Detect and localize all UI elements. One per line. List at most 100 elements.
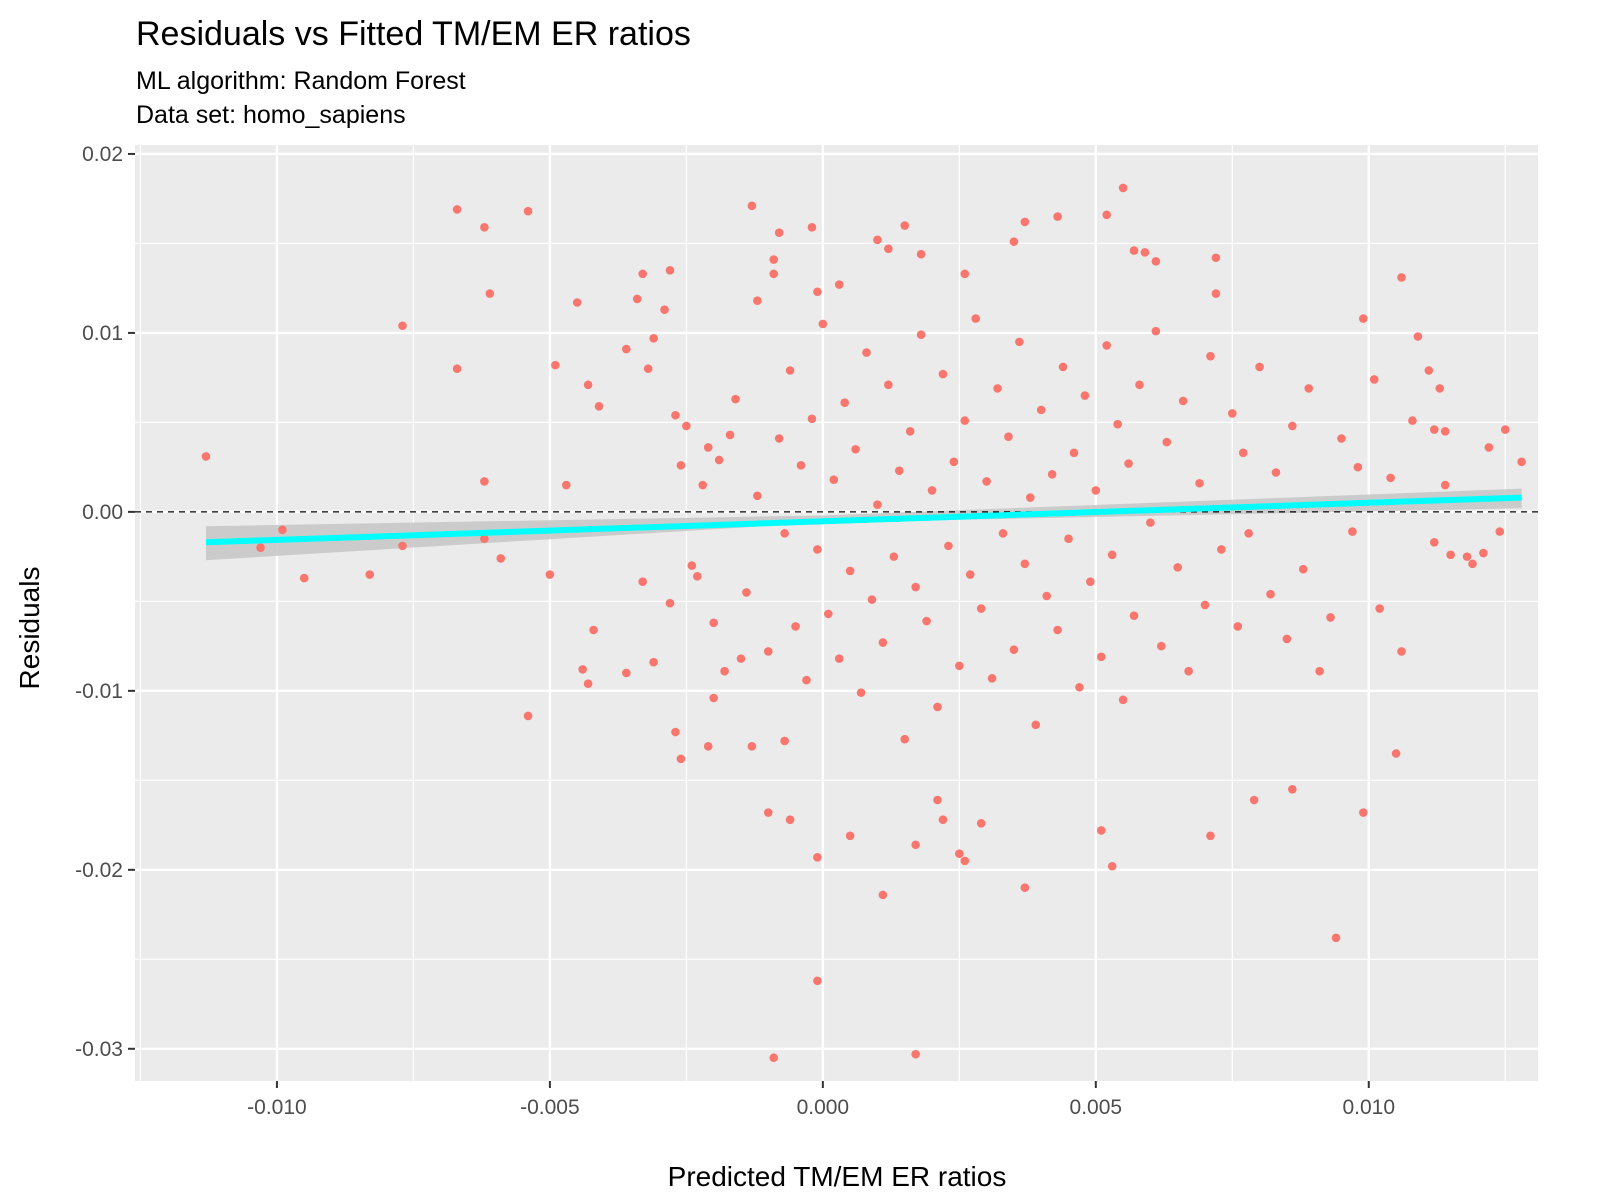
data-point	[736, 654, 746, 663]
data-point	[578, 665, 587, 674]
data-point	[676, 754, 686, 764]
data-point	[551, 360, 560, 370]
y-axis: -0.03 -0.02 -0.01 0.00 0.01 0.02	[75, 143, 135, 1061]
data-point	[671, 410, 680, 420]
data-point	[1429, 538, 1439, 547]
data-point	[742, 588, 751, 597]
data-point	[824, 609, 833, 619]
data-point	[583, 380, 593, 390]
data-point	[665, 265, 675, 275]
data-point	[774, 434, 784, 443]
x-tick-label: 0.010	[1342, 1096, 1395, 1119]
data-point	[1462, 552, 1472, 561]
data-point	[867, 595, 877, 604]
data-point	[1348, 527, 1357, 536]
data-point	[1129, 611, 1139, 620]
data-point	[878, 890, 888, 900]
data-point	[1096, 826, 1106, 835]
data-point	[960, 416, 970, 425]
data-point	[993, 384, 1002, 393]
data-point	[1151, 257, 1161, 266]
y-tick-label: 0.00	[82, 501, 123, 524]
data-point	[1217, 545, 1226, 554]
data-point	[1025, 493, 1035, 502]
data-point	[796, 461, 806, 470]
data-point	[1359, 314, 1368, 323]
y-tick-label: -0.01	[75, 680, 123, 703]
y-tick-label: 0.02	[82, 143, 123, 166]
data-point	[725, 430, 735, 440]
data-point	[1353, 462, 1363, 472]
data-point	[1266, 589, 1275, 599]
data-point	[1020, 217, 1030, 227]
data-point	[900, 221, 910, 230]
major-gridlines	[135, 145, 1538, 1081]
data-point	[299, 573, 309, 583]
data-point	[1075, 682, 1084, 692]
data-point	[278, 525, 287, 535]
data-point	[1184, 666, 1193, 676]
data-point	[1004, 432, 1013, 442]
data-point	[660, 305, 669, 314]
data-point	[834, 654, 844, 663]
data-point	[1146, 518, 1155, 527]
data-point	[976, 818, 986, 828]
data-point	[856, 688, 866, 697]
data-point	[698, 480, 708, 490]
data-point	[785, 815, 795, 825]
data-point	[1211, 289, 1221, 298]
data-point	[873, 235, 882, 245]
data-point	[1244, 529, 1253, 538]
data-point	[1484, 443, 1494, 452]
data-point	[747, 201, 757, 211]
data-point	[845, 831, 855, 841]
data-point	[480, 223, 489, 232]
data-point	[1375, 604, 1384, 613]
data-point	[955, 849, 964, 859]
data-point	[703, 443, 713, 452]
data-point	[1413, 332, 1423, 341]
data-point	[1107, 550, 1117, 560]
y-tick-label: -0.02	[75, 859, 123, 882]
x-tick-label: 0.005	[1070, 1096, 1123, 1119]
data-point	[1282, 634, 1292, 644]
data-point	[1468, 559, 1477, 569]
data-point	[1124, 459, 1133, 468]
data-point	[709, 693, 718, 703]
data-point	[753, 491, 762, 501]
data-point	[720, 666, 729, 676]
data-point	[1102, 210, 1112, 220]
data-point	[1337, 434, 1346, 443]
data-point	[665, 598, 675, 608]
data-point	[649, 657, 658, 667]
data-point	[1015, 337, 1024, 347]
data-point	[971, 314, 981, 323]
x-tick-label: -0.010	[247, 1096, 307, 1119]
chart-title: Residuals vs Fitted TM/EM ER ratios	[136, 15, 691, 53]
data-point	[1042, 591, 1051, 601]
data-point	[398, 541, 407, 551]
data-point	[1053, 212, 1062, 221]
data-point	[1195, 478, 1204, 488]
data-point	[780, 736, 789, 746]
data-point	[1227, 409, 1237, 418]
data-point	[987, 674, 997, 683]
data-point	[1053, 625, 1062, 635]
data-point	[1064, 534, 1073, 544]
data-point	[747, 742, 757, 751]
data-point	[638, 269, 648, 279]
data-point	[791, 622, 800, 631]
data-point	[1298, 564, 1308, 574]
data-point	[1102, 341, 1112, 350]
data-point	[1151, 326, 1161, 336]
data-point	[774, 228, 784, 237]
subtitle-dataset: Data set: homo_sapiens	[136, 101, 406, 129]
data-point	[649, 333, 658, 343]
data-point	[916, 249, 926, 259]
x-tick-label: 0.000	[797, 1096, 850, 1119]
data-point	[1107, 861, 1117, 871]
data-point	[1069, 448, 1079, 458]
data-point	[1397, 647, 1406, 656]
data-point	[583, 679, 593, 688]
